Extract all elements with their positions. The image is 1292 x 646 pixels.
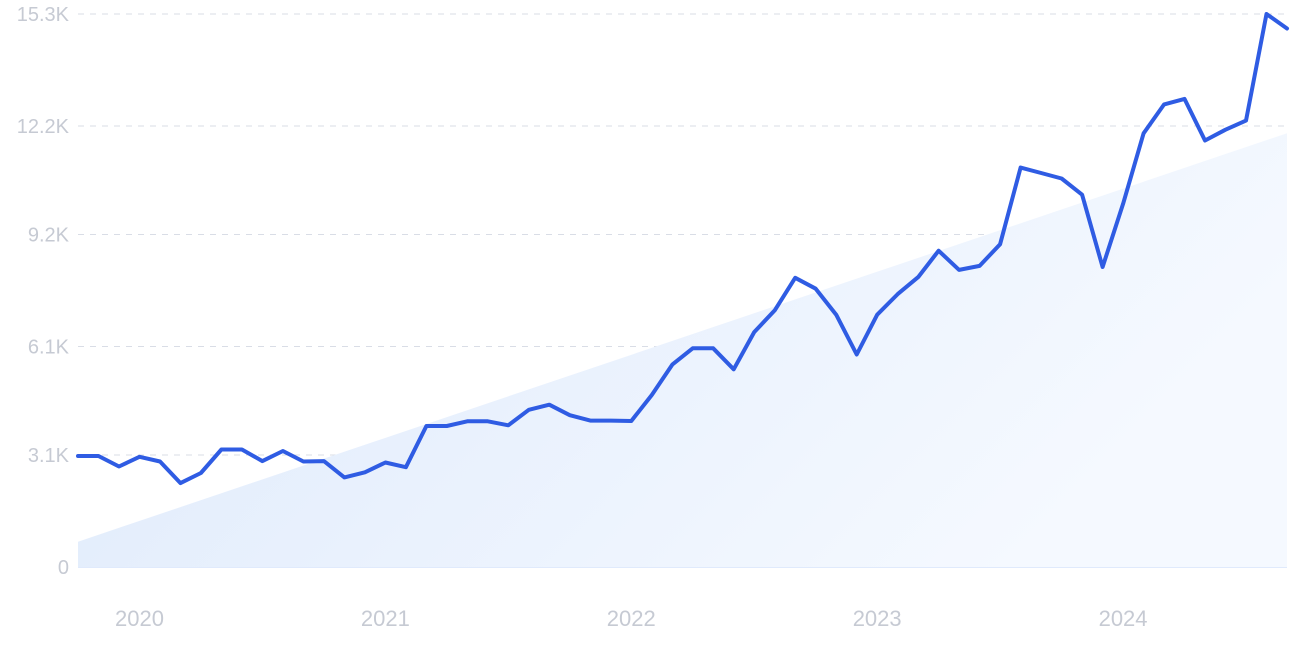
y-tick-label: 0	[58, 557, 69, 579]
x-axis: 2020 2021 2022 2023 2024	[115, 606, 1148, 631]
x-tick-label: 2022	[607, 606, 656, 631]
x-tick-label: 2020	[115, 606, 164, 631]
x-tick-label: 2021	[361, 606, 410, 631]
trend-area	[78, 133, 1287, 567]
y-tick-label: 9.2K	[28, 224, 70, 246]
y-axis: 0 3.1K 6.1K 9.2K 12.2K 15.3K	[17, 4, 70, 579]
x-tick-label: 2024	[1099, 606, 1148, 631]
y-tick-label: 15.3K	[17, 4, 70, 26]
y-tick-label: 3.1K	[28, 445, 70, 467]
series-line	[76, 12, 1289, 486]
x-tick-label: 2023	[853, 606, 902, 631]
y-tick-label: 6.1K	[28, 337, 70, 359]
trend-area-shape	[78, 133, 1287, 567]
y-tick-label: 12.2K	[17, 116, 70, 138]
series-layer	[76, 12, 1289, 486]
